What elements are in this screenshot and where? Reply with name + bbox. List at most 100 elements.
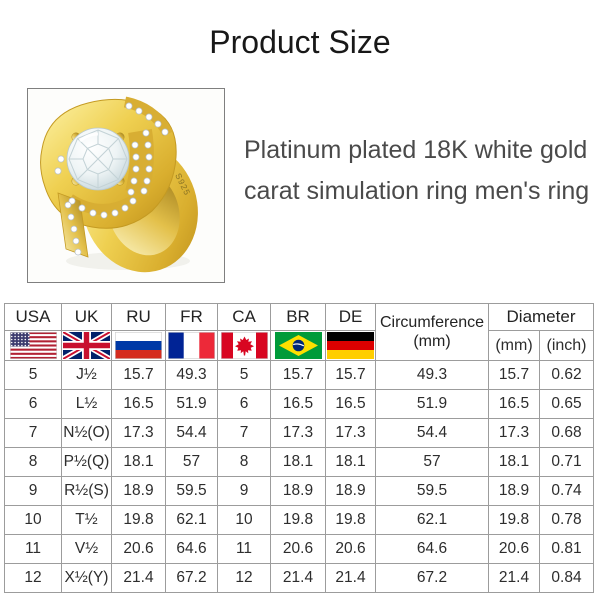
size-cell: 18.1	[111, 447, 166, 477]
size-cell: 0.81	[539, 534, 594, 564]
page-title: Product Size	[209, 24, 391, 60]
col-header-de: DE	[325, 303, 376, 331]
size-cell: 5	[4, 360, 62, 390]
description-line-2: carat simulation ring men's ring	[244, 177, 590, 205]
size-cell: 15.7	[111, 360, 166, 390]
flag-cell-ca	[217, 330, 271, 361]
size-cell: 51.9	[375, 389, 489, 419]
size-cell: 64.6	[375, 534, 489, 564]
fr-flag-icon	[168, 332, 215, 359]
size-cell: 59.5	[165, 476, 218, 506]
circumference-unit: (mm)	[413, 333, 451, 350]
size-cell: 18.9	[488, 476, 540, 506]
circumference-label: Circumference	[379, 313, 485, 331]
size-row: 9 R½(S) 18.9 59.5 9 18.9 18.9 59.5 18.9 …	[4, 476, 594, 506]
size-cell: X½(Y)	[61, 563, 112, 593]
size-cell: 18.1	[325, 447, 376, 477]
size-cell: L½	[61, 389, 112, 419]
br-flag-icon	[274, 332, 322, 359]
size-cell: 16.5	[488, 389, 540, 419]
col-header-usa: USA	[4, 303, 62, 331]
size-cell: 64.6	[165, 534, 218, 564]
flag-cell-uk	[61, 330, 112, 361]
size-cell: 0.65	[539, 389, 594, 419]
size-cell: 11	[217, 534, 271, 564]
size-cell: 6	[217, 389, 271, 419]
size-cell: 51.9	[165, 389, 218, 419]
size-cell: 17.3	[488, 418, 540, 448]
size-row: 8 P½(Q) 18.1 57 8 18.1 18.1 57 18.1 0.71	[4, 447, 594, 477]
size-cell: T½	[61, 505, 112, 535]
size-cell: 16.5	[325, 389, 376, 419]
col-header-diameter: Diameter	[488, 303, 594, 331]
size-cell: 8	[217, 447, 271, 477]
size-cell: 18.1	[488, 447, 540, 477]
size-cell: 18.9	[111, 476, 166, 506]
size-cell: 0.78	[539, 505, 594, 535]
size-cell: 59.5	[375, 476, 489, 506]
size-cell: 8	[4, 447, 62, 477]
size-cell: 16.5	[111, 389, 166, 419]
size-cell: V½	[61, 534, 112, 564]
size-cell: 0.74	[539, 476, 594, 506]
size-cell: 0.62	[539, 360, 594, 390]
size-cell: 7	[4, 418, 62, 448]
size-cell: 6	[4, 389, 62, 419]
size-row: 5 J½ 15.7 49.3 5 15.7 15.7 49.3 15.7 0.6…	[4, 360, 594, 390]
size-cell: 0.84	[539, 563, 594, 593]
col-header-ru: RU	[111, 303, 166, 331]
size-cell: 20.6	[270, 534, 326, 564]
size-cell: 18.9	[325, 476, 376, 506]
flag-cell-br	[270, 330, 326, 361]
size-cell: 19.8	[270, 505, 326, 535]
size-cell: 11	[4, 534, 62, 564]
size-cell: 62.1	[165, 505, 218, 535]
col-header-ca: CA	[217, 303, 271, 331]
size-cell: 21.4	[270, 563, 326, 593]
size-cell: 16.5	[270, 389, 326, 419]
size-cell: 49.3	[165, 360, 218, 390]
size-cell: 18.9	[270, 476, 326, 506]
size-cell: 21.4	[111, 563, 166, 593]
ca-flag-icon	[220, 332, 268, 359]
size-cell: 57	[375, 447, 489, 477]
size-cell: 17.3	[111, 418, 166, 448]
description-line-1: Platinum plated 18K white gold	[244, 136, 588, 164]
diameter-inch-header: (inch)	[539, 330, 594, 361]
size-cell: 0.68	[539, 418, 594, 448]
product-image-frame: S925	[27, 88, 225, 283]
accent-stones	[54, 102, 169, 256]
size-cell: 54.4	[375, 418, 489, 448]
size-row: 12 X½(Y) 21.4 67.2 12 21.4 21.4 67.2 21.…	[4, 563, 594, 593]
col-header-circumference: Circumference (mm)	[375, 303, 489, 361]
uk-flag-icon	[63, 332, 110, 359]
size-cell: 0.71	[539, 447, 594, 477]
size-cell: 15.7	[488, 360, 540, 390]
flag-cell-ru	[111, 330, 166, 361]
flag-cell-usa	[4, 330, 62, 361]
size-cell: 18.1	[270, 447, 326, 477]
size-row: 11 V½ 20.6 64.6 11 20.6 20.6 64.6 20.6 0…	[4, 534, 594, 564]
ring-size-table: USA UK RU FR CA BR DE Circumference (mm)…	[4, 303, 594, 593]
ring-photo: S925	[40, 96, 198, 273]
size-cell: 19.8	[325, 505, 376, 535]
col-header-uk: UK	[61, 303, 112, 331]
col-header-br: BR	[270, 303, 326, 331]
size-cell: 15.7	[325, 360, 376, 390]
size-cell: 7	[217, 418, 271, 448]
size-cell: N½(O)	[61, 418, 112, 448]
size-row: 7 N½(O) 17.3 54.4 7 17.3 17.3 54.4 17.3 …	[4, 418, 594, 448]
flag-cell-fr	[165, 330, 218, 361]
size-cell: 20.6	[488, 534, 540, 564]
header-row-labels: USA UK RU FR CA BR DE Circumference (mm)…	[4, 303, 594, 361]
size-cell: 54.4	[165, 418, 218, 448]
size-cell: 12	[217, 563, 271, 593]
diameter-mm-header: (mm)	[488, 330, 540, 361]
size-row: 6 L½ 16.5 51.9 6 16.5 16.5 51.9 16.5 0.6…	[4, 389, 594, 419]
header-row-flags: (mm) (inch)	[4, 330, 594, 361]
product-description: Platinum plated 18K white gold carat sim…	[244, 130, 589, 212]
size-cell: 62.1	[375, 505, 489, 535]
size-row: 10 T½ 19.8 62.1 10 19.8 19.8 62.1 19.8 0…	[4, 505, 594, 535]
size-cell: 9	[217, 476, 271, 506]
